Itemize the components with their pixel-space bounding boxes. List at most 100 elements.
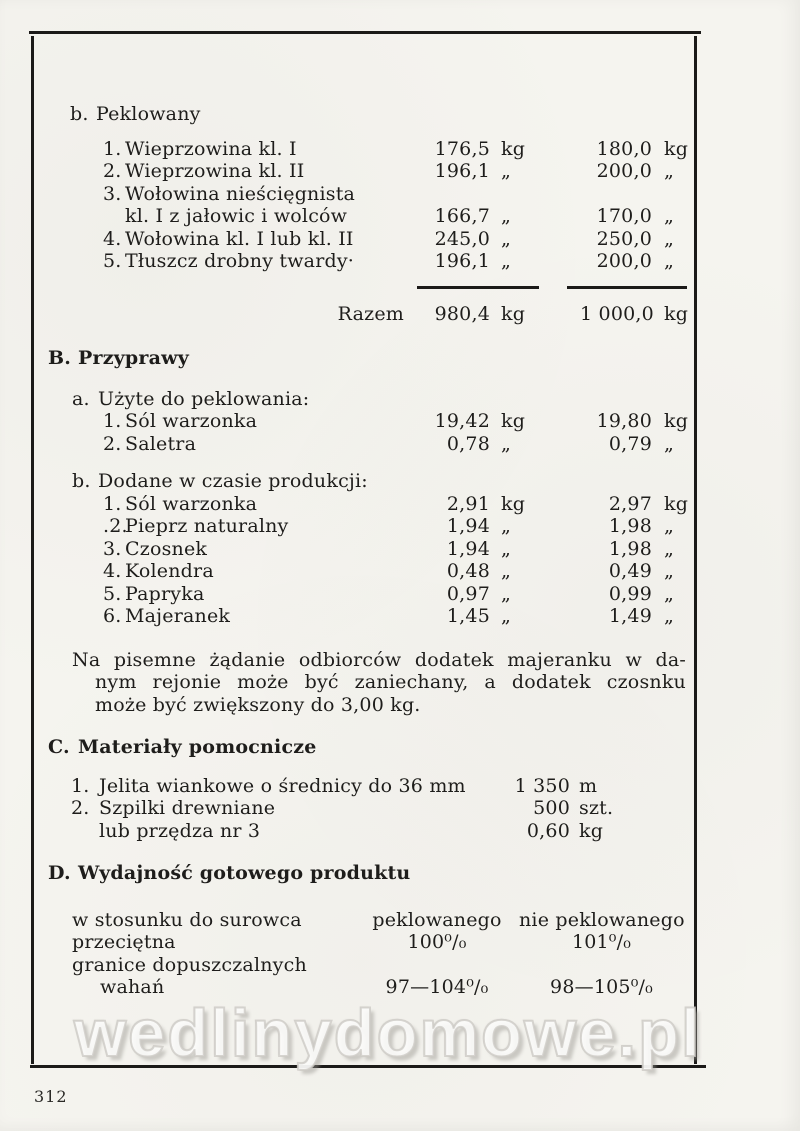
- sub-letter: a.: [72, 387, 90, 410]
- row-unit-2: kg: [664, 410, 689, 432]
- total-value-1: 980,4: [434, 302, 490, 325]
- row-unit-1: „: [501, 227, 512, 250]
- row-label: Wołowina nieścięgnista: [125, 182, 356, 205]
- row-unit-2: „: [664, 582, 675, 605]
- curing-section-letter: b.: [70, 103, 89, 125]
- row-label: lub przędza nr 3: [99, 819, 261, 842]
- row-value-1: [432, 183, 490, 206]
- row-value-2: 0,49: [608, 560, 652, 582]
- sum-rules: [417, 285, 694, 289]
- row-unit-2: kg: [664, 492, 689, 515]
- row-unit-2: „: [664, 227, 675, 250]
- yield-col-cured: 97—104⁰/₀: [385, 976, 489, 998]
- watermark: wedlinydomowe.pl: [73, 996, 702, 1071]
- yield-col-uncured: nie peklowanego: [519, 908, 685, 931]
- row-unit-1: „: [501, 160, 512, 182]
- sub-title: Użyte do peklowania:: [98, 387, 310, 410]
- row-unit: m: [579, 774, 598, 797]
- row-unit-2: „: [664, 515, 675, 537]
- yield-table: w stosunku do surowca peklowanego nie pe…: [72, 909, 694, 999]
- table-row: 2. Wieprzowina kl. II 196,1 „ 200,0 „: [103, 160, 694, 183]
- sub-title: Dodane w czasie produkcji:: [98, 470, 368, 492]
- note-line-1: Na pisemne żądanie odbiorców dodatek maj…: [72, 648, 686, 671]
- yield-row-label: wahań: [100, 976, 165, 998]
- row-label: Kolendra: [125, 560, 214, 582]
- row-number: 4.: [103, 560, 122, 582]
- table-row: 1. Sól warzonka 2,91 kg 2,97 kg: [103, 493, 694, 516]
- row-value-1: 196,1: [434, 160, 490, 182]
- curing-ingredient-list: 1. Wieprzowina kl. I 176,5 kg 180,0 kg 2…: [34, 138, 694, 273]
- row-value-1: 1,94: [446, 515, 490, 537]
- total-label: Razem: [337, 302, 404, 325]
- row-value-2: 0,99: [608, 582, 652, 605]
- row-unit-2: „: [664, 160, 675, 182]
- page-border-right: [694, 36, 697, 1064]
- table-row: wahań 97—104⁰/₀ 98—105⁰/₀: [72, 976, 694, 999]
- row-unit-1: „: [501, 605, 512, 627]
- row-value-2: 200,0: [596, 160, 652, 182]
- page-content: b. Peklowany 1. Wieprzowina kl. I 176,5 …: [34, 34, 694, 999]
- row-value-1: 1,45: [446, 605, 490, 627]
- row-value-2: 2,97: [608, 492, 652, 515]
- table-row: 5. Tłuszcz drobny twardy· 196,1 „ 200,0 …: [103, 250, 694, 273]
- table-row: 5. Papryka 0,97 „ 0,99 „: [103, 583, 694, 606]
- yield-col-cured: [367, 954, 507, 977]
- table-row: 1. Sól warzonka 19,42 kg 19,80 kg: [103, 410, 694, 433]
- spices-sub-a-heading: a. Użyte do peklowania:: [72, 388, 694, 411]
- row-unit-2: „: [664, 537, 675, 560]
- table-row: granice dopuszczalnych: [72, 954, 694, 977]
- spices-section-title: Przyprawy: [78, 347, 189, 369]
- yield-row-label: granice dopuszczalnych: [72, 953, 307, 976]
- total-value-2: 1 000,0: [580, 302, 654, 325]
- table-row: 1. Wieprzowina kl. I 176,5 kg 180,0 kg: [103, 138, 694, 161]
- row-value-2: 1,98: [608, 537, 652, 560]
- materials-section-heading: C. Materiały pomocnicze: [48, 736, 694, 759]
- table-row: 2. Szpilki drewniane 500 szt.: [71, 797, 694, 820]
- total-row: Razem 980,4 kg 1 000,0 kg: [103, 303, 694, 326]
- spices-sub-a-list: 1. Sól warzonka 19,42 kg 19,80 kg 2. Sal…: [34, 410, 694, 455]
- row-unit-1: „: [501, 537, 512, 560]
- note-paragraph: Na pisemne żądanie odbiorców dodatek maj…: [72, 649, 686, 717]
- spices-section-letter: B.: [48, 347, 72, 369]
- row-unit: kg: [579, 819, 604, 842]
- row-value-1: 0,97: [446, 582, 490, 605]
- row-number: 5.: [103, 582, 122, 605]
- yield-col-uncured: [519, 954, 684, 977]
- sum-rule-right: [567, 285, 687, 289]
- row-label: Sól warzonka: [125, 492, 258, 515]
- table-row: 2. Saletra 0,78 „ 0,79 „: [103, 433, 694, 456]
- sum-rule-left: [417, 285, 539, 289]
- row-value-1: 1,94: [446, 537, 490, 560]
- row-unit-1: kg: [501, 137, 526, 160]
- row-number: 4.: [103, 227, 122, 250]
- row-unit-1: „: [501, 560, 512, 582]
- row-value-1: 176,5: [434, 137, 490, 160]
- note-line-2: nym rejonie może być zaniechany, a dodat…: [95, 671, 686, 693]
- row-value-2: 0,79: [608, 432, 652, 455]
- table-row: 6. Majeranek 1,45 „ 1,49 „: [103, 605, 694, 628]
- table-row: 1. Jelita wiankowe o średnicy do 36 mm 1…: [71, 775, 694, 798]
- row-unit-2: „: [664, 250, 675, 272]
- total-unit-1: kg: [501, 302, 526, 325]
- row-number: 1.: [103, 492, 122, 515]
- page-border-top: [29, 31, 701, 34]
- row-label: Saletra: [125, 432, 197, 455]
- yield-col-uncured: 101⁰/₀: [571, 931, 632, 953]
- row-value-1: 166,7: [434, 205, 490, 227]
- row-unit-2: „: [664, 205, 675, 227]
- page-number: 312: [34, 1087, 68, 1106]
- row-unit-2: kg: [664, 137, 689, 160]
- row-number: [103, 303, 125, 326]
- table-row: 4. Wołowina kl. I lub kl. II 245,0 „ 250…: [103, 228, 694, 251]
- row-label: Pieprz naturalny: [125, 515, 289, 537]
- row-value-2: 200,0: [596, 250, 652, 272]
- yield-col-cured: peklowanego: [372, 908, 502, 931]
- row-number: 6.: [103, 605, 122, 627]
- row-number: 1.: [71, 774, 90, 797]
- row-unit-1: kg: [501, 492, 526, 515]
- row-value: 0,60: [526, 819, 570, 842]
- row-value-2: 250,0: [596, 227, 652, 250]
- row-value-1: 0,78: [446, 432, 490, 455]
- row-unit-1: „: [501, 582, 512, 605]
- row-value-2: [580, 183, 652, 206]
